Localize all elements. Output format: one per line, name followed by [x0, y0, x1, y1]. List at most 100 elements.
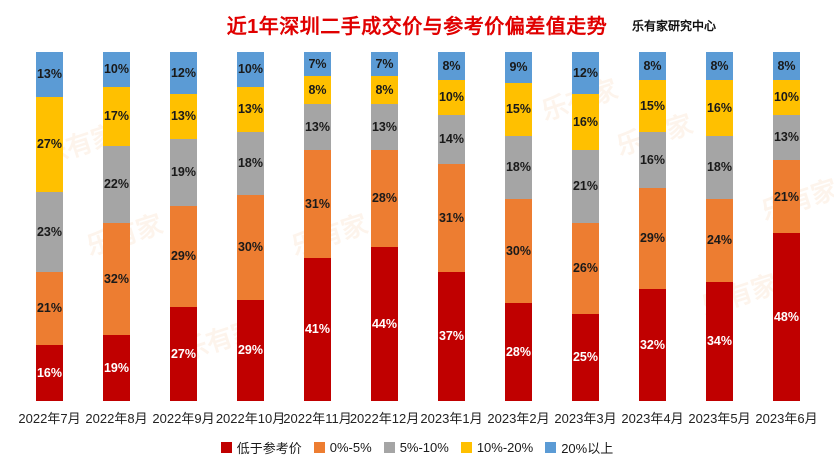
- segment-value-label: 12%: [170, 65, 197, 80]
- bar-segment: 23%: [36, 191, 63, 272]
- bar-segment: 15%: [505, 83, 532, 136]
- segment-value-label: 13%: [237, 102, 264, 117]
- segment-value-label: 15%: [505, 102, 532, 117]
- bar-column: 27% 29% 19% 13% 12% 2022年9月: [150, 52, 217, 427]
- legend-label: 20%以上: [561, 441, 614, 456]
- bar-segment: 9%: [505, 52, 532, 84]
- legend-item: 0%-5%: [313, 440, 372, 455]
- segment-value-label: 9%: [509, 60, 528, 75]
- bar-segment: 16%: [639, 132, 666, 189]
- bar-segment: 32%: [639, 289, 666, 401]
- legend-item: 10%-20%: [460, 440, 534, 455]
- segment-value-label: 8%: [643, 58, 662, 73]
- segment-value-label: 30%: [237, 240, 264, 255]
- bar-stack: 16% 21% 23% 27% 13%: [36, 52, 63, 401]
- bar-segment: 24%: [706, 198, 733, 283]
- bar-segment: 13%: [304, 104, 331, 150]
- bar-segment: 29%: [170, 205, 197, 307]
- bar-segment: 21%: [36, 271, 63, 346]
- bar-column: 32% 29% 16% 15% 8% 2023年4月: [619, 52, 686, 427]
- segment-value-label: 10%: [237, 62, 264, 77]
- x-axis-label: 2022年11月: [283, 411, 352, 426]
- bar-segment: 14%: [438, 114, 465, 164]
- bar-segment: 19%: [170, 139, 197, 206]
- bar-segment: 8%: [304, 76, 331, 105]
- legend-swatch: [383, 442, 395, 453]
- bar-column: 41% 31% 13% 8% 7% 2022年11月: [283, 52, 352, 427]
- legend-item: 20%以上: [545, 438, 613, 457]
- bar-segment: 34%: [706, 282, 733, 401]
- x-axis-label: 2022年7月: [18, 411, 81, 426]
- bar-segment: 25%: [572, 313, 599, 401]
- bar-segment: 48%: [773, 233, 800, 401]
- bar-segment: 18%: [505, 135, 532, 199]
- legend-item: 低于参考价: [220, 438, 302, 457]
- bar-segment: 28%: [371, 149, 398, 248]
- bar-segment: 17%: [103, 86, 130, 147]
- bar-segment: 10%: [237, 52, 264, 87]
- legend-label: 10%-20%: [476, 440, 534, 455]
- bar-segment: 8%: [773, 52, 800, 80]
- bar-segment: 22%: [103, 146, 130, 224]
- bar-segment: 32%: [103, 223, 130, 335]
- bar-segment: 30%: [237, 195, 264, 300]
- segment-value-label: 13%: [36, 67, 63, 82]
- bar-segment: 37%: [438, 271, 465, 401]
- bar-stack: 34% 24% 18% 16% 8%: [706, 52, 733, 401]
- segment-value-label: 12%: [572, 65, 599, 80]
- segment-value-label: 16%: [639, 152, 666, 167]
- bar-segment: 8%: [438, 52, 465, 80]
- x-axis-label: 2022年12月: [349, 411, 420, 426]
- bar-segment: 10%: [438, 79, 465, 115]
- bar-column: 28% 30% 18% 15% 9% 2023年2月: [485, 52, 552, 427]
- bar-column: 48% 21% 13% 10% 8% 2023年6月: [753, 52, 820, 427]
- legend-swatch: [313, 442, 325, 453]
- segment-value-label: 10%: [773, 90, 800, 105]
- segment-value-label: 17%: [103, 109, 130, 124]
- legend-swatch: [460, 442, 472, 453]
- bar-segment: 16%: [706, 79, 733, 136]
- bar-segment: 12%: [572, 52, 599, 94]
- bar-segment: 18%: [706, 135, 733, 199]
- bar-stack: 48% 21% 13% 10% 8%: [773, 52, 800, 401]
- source-label: 乐有家研究中心: [632, 19, 717, 33]
- segment-value-label: 13%: [371, 119, 398, 134]
- segment-value-label: 37%: [438, 329, 465, 344]
- segment-value-label: 28%: [505, 344, 532, 359]
- x-axis-label: 2023年1月: [420, 411, 483, 426]
- legend-label: 低于参考价: [236, 441, 302, 456]
- legend-swatch: [220, 442, 232, 453]
- segment-value-label: 24%: [706, 233, 733, 248]
- bar-segment: 16%: [36, 345, 63, 401]
- bar-segment: 8%: [639, 52, 666, 80]
- segment-value-label: 7%: [308, 57, 327, 71]
- segment-value-label: 10%: [438, 90, 465, 105]
- bar-segment: 13%: [36, 52, 63, 98]
- bar-stack: 29% 30% 18% 13% 10%: [237, 52, 264, 401]
- legend-label: 0%-5%: [329, 440, 372, 455]
- segment-value-label: 14%: [438, 132, 465, 146]
- segment-value-label: 41%: [304, 322, 331, 337]
- bar-segment: 29%: [639, 188, 666, 290]
- bar-stack: 27% 29% 19% 13% 12%: [170, 52, 197, 401]
- bar-segment: 12%: [170, 52, 197, 94]
- bar-segment: 16%: [572, 93, 599, 150]
- segment-value-label: 19%: [103, 360, 130, 375]
- segment-value-label: 32%: [103, 271, 130, 286]
- segment-value-label: 10%: [103, 62, 130, 77]
- segment-value-label: 8%: [308, 83, 327, 98]
- bar-column: 16% 21% 23% 27% 13% 2022年7月: [16, 52, 83, 427]
- legend-label: 5%-10%: [399, 440, 449, 455]
- bar-stack: 37% 31% 14% 10% 8%: [438, 52, 465, 401]
- bar-segment: 19%: [103, 334, 130, 401]
- bar-segment: 21%: [773, 160, 800, 234]
- segment-value-label: 8%: [375, 83, 394, 98]
- segment-value-label: 28%: [371, 191, 398, 206]
- segment-value-label: 48%: [773, 309, 800, 324]
- x-axis-label: 2022年10月: [215, 411, 286, 426]
- x-axis-label: 2023年3月: [554, 411, 617, 426]
- bar-column: 19% 32% 22% 17% 10% 2022年8月: [83, 52, 150, 427]
- segment-value-label: 13%: [773, 130, 800, 145]
- bar-segment: 31%: [438, 163, 465, 272]
- bar-stack: 28% 30% 18% 15% 9%: [505, 52, 532, 401]
